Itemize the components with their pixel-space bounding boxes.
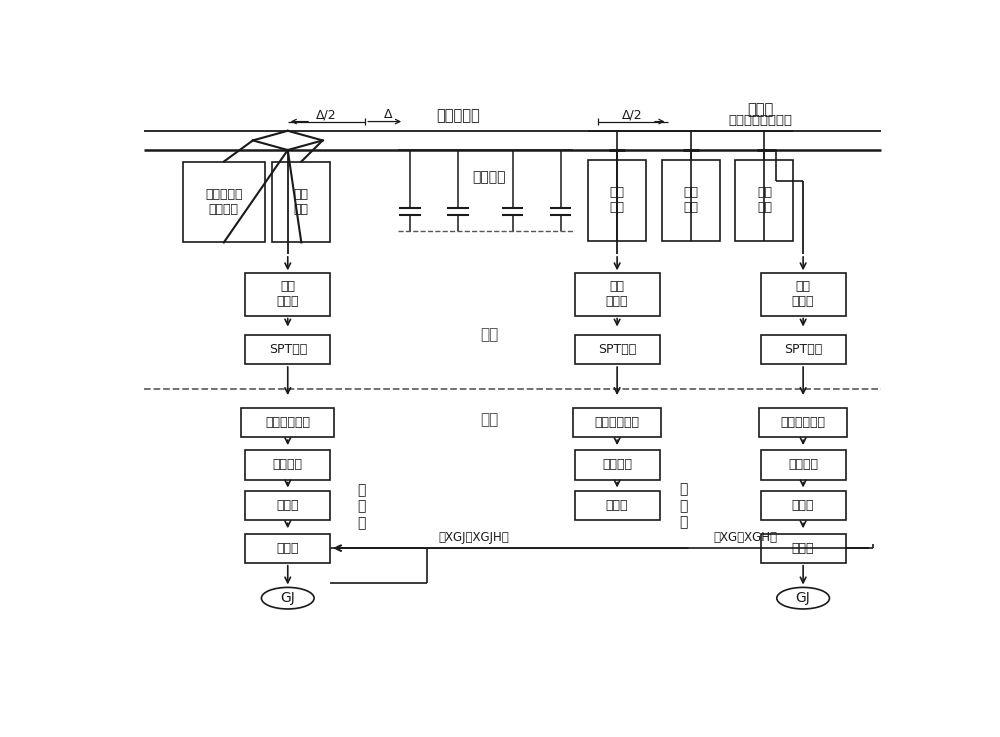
Bar [761,534,846,563]
Text: 空心
线圈: 空心 线圈 [683,186,698,214]
Bar [183,161,264,242]
Text: 防雷单元: 防雷单元 [788,458,818,472]
Text: Δ/2: Δ/2 [316,108,337,121]
Bar [761,491,846,520]
Bar [574,273,660,315]
Text: 发
送
端: 发 送 端 [679,483,687,529]
Bar [574,335,660,364]
Text: 补偿电容: 补偿电容 [473,170,506,184]
Bar [573,408,661,437]
Bar [272,161,330,242]
Bar [759,408,847,437]
Text: 接收器: 接收器 [792,542,814,555]
Bar [574,450,660,480]
Bar [245,491,330,520]
Text: （短小轨道电路）: （短小轨道电路） [728,114,792,128]
Bar [245,450,330,480]
Bar [761,450,846,480]
Bar [735,160,793,241]
Text: 调谐
单元: 调谐 单元 [610,186,625,214]
Bar [245,273,330,315]
Text: 匹配
变压器: 匹配 变压器 [792,280,814,308]
Bar [662,160,720,241]
Bar [245,335,330,364]
Text: 调谐
单元: 调谐 单元 [757,186,772,214]
Text: （XGJ、XGJH）: （XGJ、XGJH） [438,531,509,544]
Text: 匹配
变压器: 匹配 变压器 [276,280,299,308]
Bar [245,534,330,563]
Text: 调谐区: 调谐区 [747,102,774,117]
Text: 电缆模拟网络: 电缆模拟网络 [265,416,310,429]
Bar [761,273,846,315]
Text: GJ: GJ [280,591,295,605]
Ellipse shape [261,587,314,609]
Bar [241,408,334,437]
Text: 衰耗器: 衰耗器 [276,499,299,512]
Bar [574,491,660,520]
Text: 机械绝缘节
空心线圈: 机械绝缘节 空心线圈 [205,188,243,216]
Text: SPT电缆: SPT电缆 [784,343,822,356]
Ellipse shape [777,587,829,609]
Text: 室内: 室内 [480,412,498,427]
Text: 衰耗器: 衰耗器 [792,499,814,512]
Text: Δ/2: Δ/2 [622,108,643,121]
Text: 接收器: 接收器 [276,542,299,555]
Text: 主轨道电路: 主轨道电路 [436,108,480,123]
Text: 防雷单元: 防雷单元 [602,458,632,472]
Text: SPT电缆: SPT电缆 [598,343,636,356]
Text: （XG、XGH）: （XG、XGH） [713,531,777,544]
Text: 匹配
变压器: 匹配 变压器 [606,280,628,308]
Text: Δ: Δ [384,108,393,121]
Text: 发送器: 发送器 [606,499,628,512]
Bar [588,160,646,241]
Bar [761,335,846,364]
Text: 调谐
单元: 调谐 单元 [294,188,309,216]
Text: 电缆模拟网络: 电缆模拟网络 [595,416,640,429]
Text: GJ: GJ [796,591,810,605]
Text: 接
收
端: 接 收 端 [357,483,366,530]
Text: 电缆模拟网络: 电缆模拟网络 [781,416,826,429]
Text: SPT电缆: SPT电缆 [269,343,307,356]
Text: 防雷单元: 防雷单元 [273,458,303,472]
Text: 室外: 室外 [480,327,498,343]
